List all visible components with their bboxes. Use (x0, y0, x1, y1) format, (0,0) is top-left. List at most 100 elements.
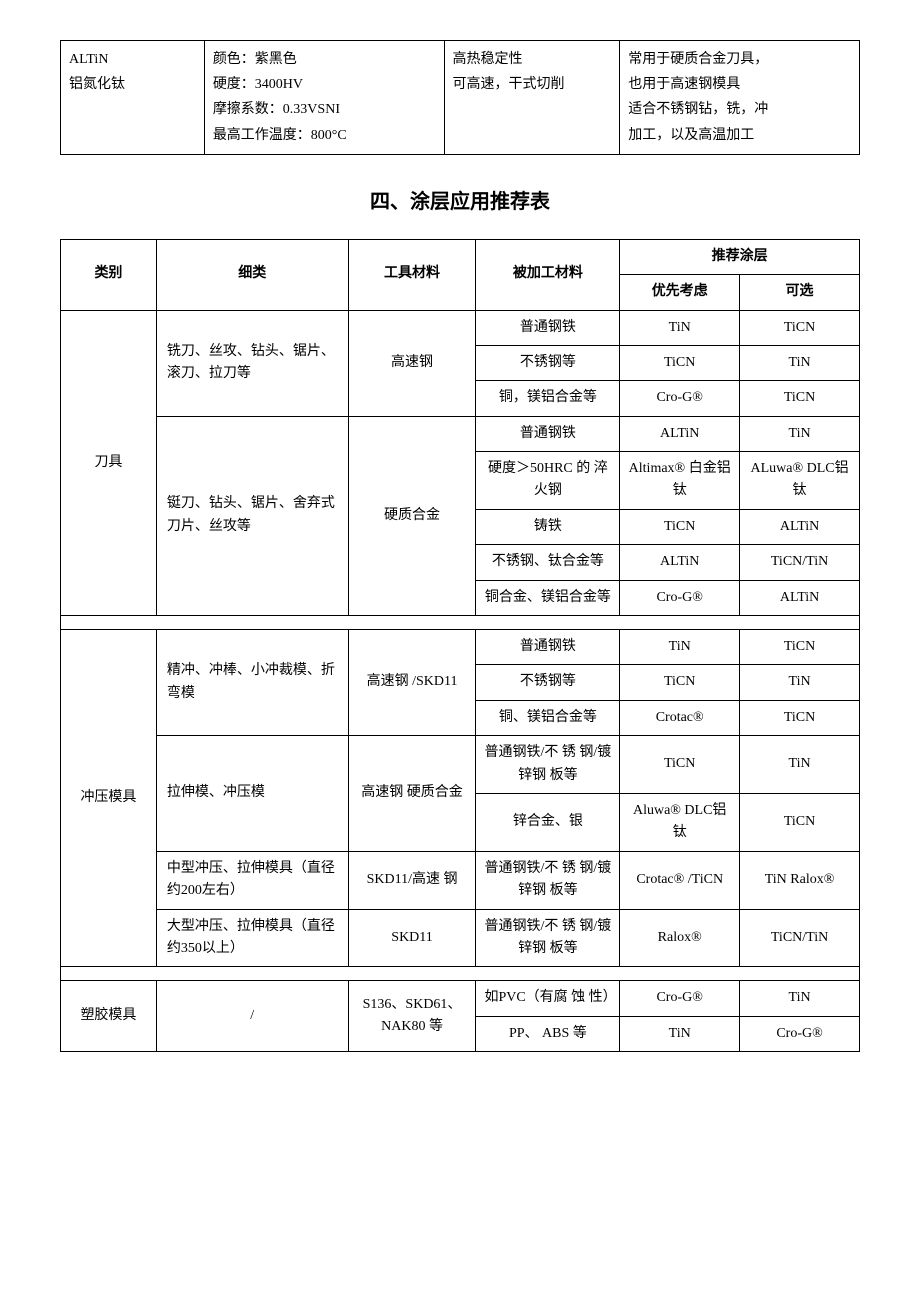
priority-cell: Crotac® /TiCN (620, 851, 740, 909)
coating-name-cn: 铝氮化钛 (69, 72, 196, 97)
feature-2: 可高速，干式切削 (453, 72, 612, 97)
priority-cell: TiN (620, 310, 740, 345)
prop-friction: 摩擦系数：0.33VSNI (213, 97, 436, 122)
work-cell: 硬度＞50HRC 的 淬火钢 (476, 452, 620, 510)
subcat-cell: 大型冲压、拉伸模具（直径约350以上） (156, 909, 348, 967)
optional-cell: TiN (740, 736, 860, 794)
cat-cell: 冲压模具 (61, 630, 157, 967)
tool-cell: S136、SKD61、NAK80 等 (348, 981, 476, 1052)
optional-cell: TiCN (740, 630, 860, 665)
subcat-cell: 拉伸模、冲压模 (156, 736, 348, 852)
work-cell: 普通钢铁/不 锈 钢/镀锌钢 板等 (476, 736, 620, 794)
usage-3: 适合不锈钢钻，铣，冲 (628, 97, 851, 122)
work-cell: 不锈钢等 (476, 665, 620, 700)
priority-cell: TiCN (620, 736, 740, 794)
optional-cell: TiCN/TiN (740, 545, 860, 580)
subcat-cell: / (156, 981, 348, 1052)
prop-hardness: 硬度：3400HV (213, 72, 436, 97)
table-row: 铤刀、钻头、锯片、舍弃式刀片、丝攻等 硬质合金 普通钢铁 ALTiN TiN (61, 416, 860, 451)
optional-cell: TiCN (740, 381, 860, 416)
work-cell: 普通钢铁 (476, 416, 620, 451)
cat-cell: 塑胶模具 (61, 981, 157, 1052)
table-row: 中型冲压、拉伸模具（直径约200左右） SKD11/高速 钢 普通钢铁/不 锈 … (61, 851, 860, 909)
optional-cell: TiN (740, 345, 860, 380)
prop-color: 颜色：紫黑色 (213, 47, 436, 72)
separator-row (61, 967, 860, 981)
priority-cell: TiCN (620, 345, 740, 380)
tool-cell: SKD11 (348, 909, 476, 967)
optional-cell: ALTiN (740, 580, 860, 615)
work-cell: 铜合金、镁铝合金等 (476, 580, 620, 615)
hdr-category: 类别 (61, 239, 157, 310)
priority-cell: ALTiN (620, 545, 740, 580)
feature-1: 高热稳定性 (453, 47, 612, 72)
work-cell: 普通钢铁/不 锈 钢/镀锌钢 板等 (476, 909, 620, 967)
tool-cell: 高速钢 硬质合金 (348, 736, 476, 852)
optional-cell: TiCN (740, 310, 860, 345)
priority-cell: Cro-G® (620, 381, 740, 416)
cat-cell: 刀具 (61, 310, 157, 616)
priority-cell: Altimax® 白金铝钛 (620, 452, 740, 510)
tool-cell: 高速钢 /SKD11 (348, 630, 476, 736)
work-cell: 普通钢铁/不 锈 钢/镀锌钢 板等 (476, 851, 620, 909)
table-row: 塑胶模具 / S136、SKD61、NAK80 等 如PVC（有腐 蚀 性） C… (61, 981, 860, 1016)
hdr-tool-material: 工具材料 (348, 239, 476, 310)
optional-cell: TiN (740, 981, 860, 1016)
work-cell: 普通钢铁 (476, 310, 620, 345)
hdr-priority: 优先考虑 (620, 275, 740, 310)
coating-code: ALTiN (69, 47, 196, 72)
optional-cell: TiCN (740, 700, 860, 735)
optional-cell: TiCN/TiN (740, 909, 860, 967)
header-row-1: 类别 细类 工具材料 被加工材料 推荐涂层 (61, 239, 860, 274)
subcat-cell: 铣刀、丝攻、钻头、锯片、滚刀、拉刀等 (156, 310, 348, 416)
priority-cell: TiN (620, 630, 740, 665)
table-row: 冲压模具 精冲、冲棒、小冲裁模、折弯模 高速钢 /SKD11 普通钢铁 TiN … (61, 630, 860, 665)
prop-temp: 最高工作温度：800°C (213, 123, 436, 148)
recommendation-table: 类别 细类 工具材料 被加工材料 推荐涂层 优先考虑 可选 刀具 铣刀、丝攻、钻… (60, 239, 860, 1052)
table-row: 刀具 铣刀、丝攻、钻头、锯片、滚刀、拉刀等 高速钢 普通钢铁 TiN TiCN (61, 310, 860, 345)
separator-row (61, 616, 860, 630)
hdr-recommended: 推荐涂层 (620, 239, 860, 274)
usage-4: 加工，以及高温加工 (628, 123, 851, 148)
table-row: 拉伸模、冲压模 高速钢 硬质合金 普通钢铁/不 锈 钢/镀锌钢 板等 TiCN … (61, 736, 860, 794)
optional-cell: TiN (740, 665, 860, 700)
usage-1: 常用于硬质合金刀具， (628, 47, 851, 72)
work-cell: 如PVC（有腐 蚀 性） (476, 981, 620, 1016)
subcat-cell: 精冲、冲棒、小冲裁模、折弯模 (156, 630, 348, 736)
table-row: 大型冲压、拉伸模具（直径约350以上） SKD11 普通钢铁/不 锈 钢/镀锌钢… (61, 909, 860, 967)
subcat-cell: 中型冲压、拉伸模具（直径约200左右） (156, 851, 348, 909)
hdr-subcategory: 细类 (156, 239, 348, 310)
work-cell: 铸铁 (476, 509, 620, 544)
coating-property-table: ALTiN 铝氮化钛 颜色：紫黑色 硬度：3400HV 摩擦系数：0.33VSN… (60, 40, 860, 155)
work-cell: 锌合金、银 (476, 794, 620, 852)
priority-cell: Aluwa® DLC铝钛 (620, 794, 740, 852)
optional-cell: TiN Ralox® (740, 851, 860, 909)
work-cell: PP、 ABS 等 (476, 1016, 620, 1051)
usage-2: 也用于高速钢模具 (628, 72, 851, 97)
priority-cell: Crotac® (620, 700, 740, 735)
priority-cell: Cro-G® (620, 981, 740, 1016)
work-cell: 不锈钢、钛合金等 (476, 545, 620, 580)
tool-cell: SKD11/高速 钢 (348, 851, 476, 909)
tool-cell: 硬质合金 (348, 416, 476, 615)
optional-cell: TiCN (740, 794, 860, 852)
optional-cell: ALTiN (740, 509, 860, 544)
tool-cell: 高速钢 (348, 310, 476, 416)
optional-cell: Cro-G® (740, 1016, 860, 1051)
priority-cell: TiCN (620, 665, 740, 700)
priority-cell: Ralox® (620, 909, 740, 967)
optional-cell: ALuwa® DLC铝钛 (740, 452, 860, 510)
work-cell: 不锈钢等 (476, 345, 620, 380)
priority-cell: TiCN (620, 509, 740, 544)
hdr-optional: 可选 (740, 275, 860, 310)
subcat-cell: 铤刀、钻头、锯片、舍弃式刀片、丝攻等 (156, 416, 348, 615)
section-title: 四、涂层应用推荐表 (60, 185, 860, 214)
priority-cell: Cro-G® (620, 580, 740, 615)
work-cell: 铜，镁铝合金等 (476, 381, 620, 416)
hdr-work-material: 被加工材料 (476, 239, 620, 310)
priority-cell: ALTiN (620, 416, 740, 451)
work-cell: 普通钢铁 (476, 630, 620, 665)
optional-cell: TiN (740, 416, 860, 451)
priority-cell: TiN (620, 1016, 740, 1051)
work-cell: 铜、镁铝合金等 (476, 700, 620, 735)
